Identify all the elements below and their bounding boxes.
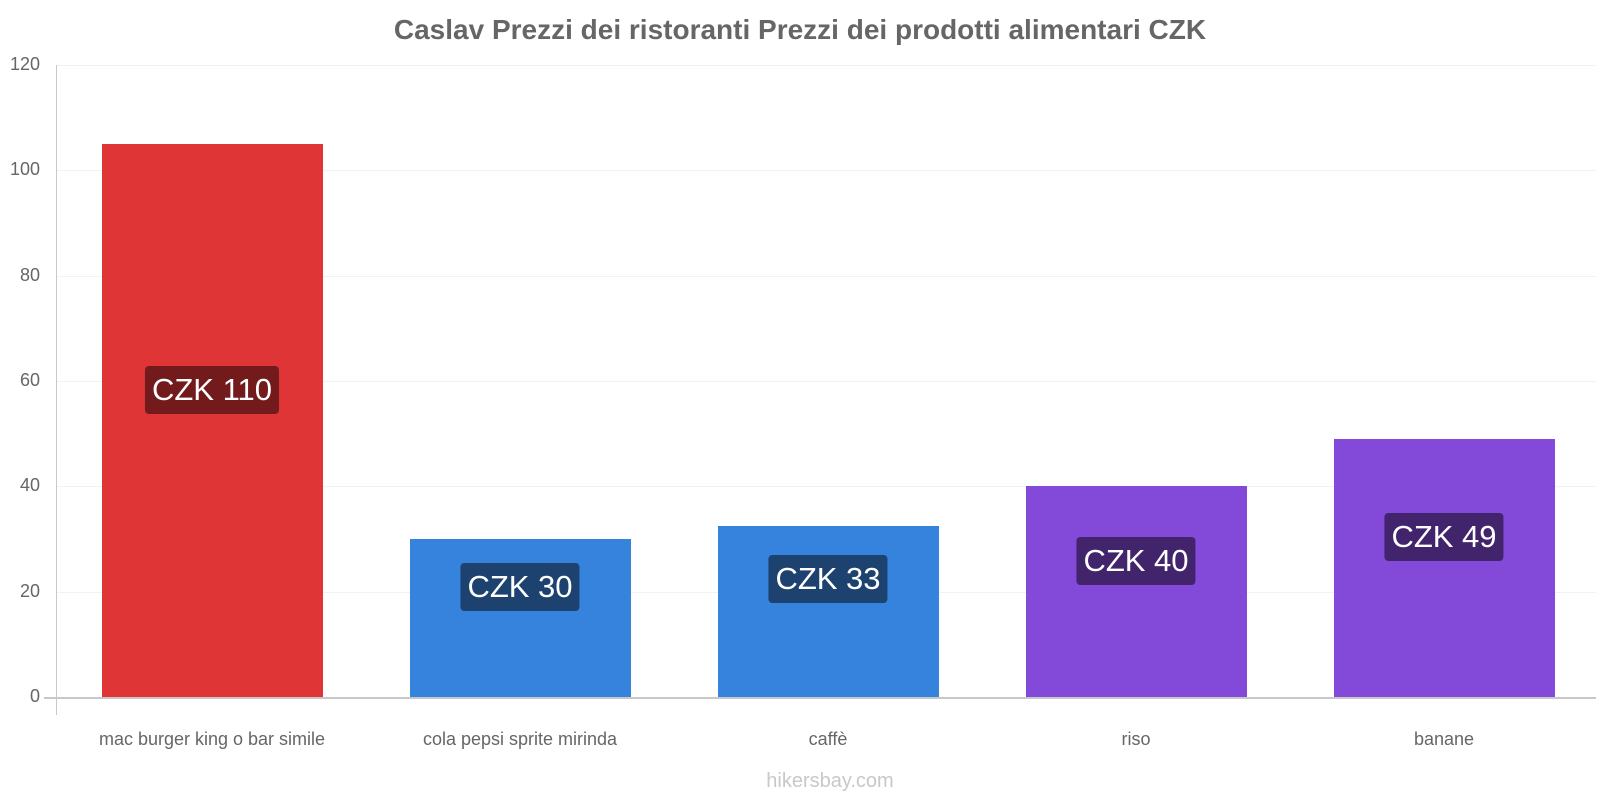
x-tick-label: riso	[1121, 729, 1151, 749]
x-tick-label: mac burger king o bar simile	[98, 729, 326, 749]
x-tick-label: cola pepsi sprite mirinda	[422, 729, 618, 749]
gridline	[56, 65, 1596, 66]
data-label: CZK 49	[1384, 513, 1504, 561]
y-tick-mark	[44, 697, 56, 698]
data-label: CZK 40	[1076, 537, 1196, 585]
bar[interactable]: CZK 49	[1333, 438, 1555, 697]
y-tick-label: 40	[19, 475, 40, 496]
bar[interactable]: CZK 110	[101, 144, 323, 697]
y-axis-line	[56, 65, 57, 715]
chart-title: Caslav Prezzi dei ristoranti Prezzi dei …	[393, 14, 1207, 45]
gridline	[56, 275, 1596, 277]
data-label: CZK 33	[768, 555, 888, 603]
data-label: CZK 30	[460, 563, 580, 611]
watermark: hikersbay.com	[766, 770, 894, 792]
y-tick-label: 20	[19, 580, 40, 601]
y-tick-label: 120	[9, 54, 40, 74]
y-tick-label: 0	[29, 686, 40, 706]
plot-area: CZK 110 CZK 30 CZK 33 CZK 40 CZK 49	[56, 65, 1596, 697]
x-tick-label: caffè	[808, 729, 848, 749]
x-axis-line	[44, 697, 1596, 699]
bar[interactable]: CZK 40	[1025, 486, 1247, 697]
bar[interactable]: CZK 33	[717, 525, 939, 697]
y-tick-label: 100	[9, 159, 40, 180]
gridline	[56, 170, 1596, 172]
data-label: CZK 110	[144, 366, 280, 414]
gridline	[56, 486, 1596, 488]
x-tick-label: banane	[1413, 729, 1475, 749]
bar[interactable]: CZK 30	[409, 539, 631, 697]
gridline	[56, 381, 1596, 382]
y-tick-label: 60	[19, 370, 40, 390]
y-tick-label: 80	[19, 264, 40, 285]
